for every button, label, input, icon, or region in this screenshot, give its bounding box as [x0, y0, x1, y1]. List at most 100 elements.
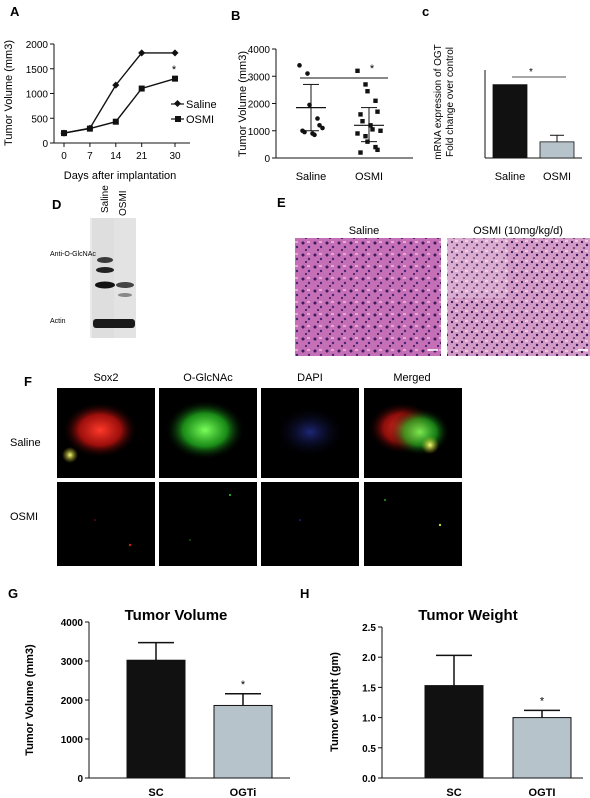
- panel-b-annotation: *: [370, 63, 375, 75]
- panel-g-ytick-label: 2000: [61, 696, 84, 707]
- panel-a-ylabel: Tumor Volume (mm3): [3, 40, 15, 146]
- if-signal-saline-oglcnac: [165, 400, 245, 460]
- if-col-label-oglcnac: O-GlcNAc: [183, 372, 233, 384]
- panel-d-western-blot: Saline OSMI Anti-O-GlcNAc Actin: [50, 185, 136, 338]
- panel-b-category-label: Saline: [296, 171, 327, 183]
- panel-g-annotation: *: [241, 679, 246, 691]
- lane-label-saline: Saline: [100, 185, 111, 213]
- panel-h-ytick-label: 1.5: [362, 683, 376, 694]
- panel-b-point-saline: [317, 123, 322, 128]
- panel-letter-e: E: [277, 195, 286, 210]
- panel-g-bar-chart: Tumor Volume Tumor Volume (mm3) 0 1000 200…: [24, 607, 290, 798]
- panel-a-ytick-label: 500: [31, 114, 48, 125]
- panel-b-dot-plot: Tumor Volume (mm3) * 0 1000 2000 3000 4000 Sa…: [237, 45, 413, 183]
- panel-h-ytick-label: 2.5: [362, 623, 376, 634]
- if-signal-saline-sox2-spot: [62, 447, 78, 463]
- panel-h-bar-ogti: [512, 717, 572, 779]
- panel-g-category-label: OGTi: [230, 787, 257, 798]
- panel-letter-d: D: [52, 197, 61, 212]
- panel-a-point-osmi: [86, 125, 93, 132]
- panel-letter-b: B: [231, 8, 240, 23]
- if-row-label-osmi: OSMI: [10, 511, 38, 523]
- panel-b-point-osmi: [358, 112, 363, 117]
- panel-letter-a: A: [10, 4, 20, 19]
- panel-a-xtick-label: 0: [61, 151, 67, 162]
- blot-label-anti-oglcnac: Anti-O-GlcNAc: [50, 251, 96, 258]
- if-image-osmi-merged: [364, 482, 462, 566]
- panel-c-plot: Saline OSMI: [492, 84, 575, 183]
- panel-a-point-saline: [171, 49, 179, 57]
- panel-a-point-saline: [112, 81, 120, 89]
- panel-g-ytick-label: 0: [77, 774, 83, 785]
- panel-h-ytick-label: 2.0: [362, 653, 376, 664]
- if-speck-osmi-oglcnac-2: [189, 539, 191, 541]
- panel-b-ylabel: Tumor Volume (mm3): [237, 51, 249, 157]
- panel-h-bar-chart: Tumor Weight Tumor Weight (gm) 0.0 0.5 1.0…: [329, 607, 583, 798]
- panel-g-title: Tumor Volume: [125, 607, 228, 624]
- panel-a-point-osmi: [61, 130, 67, 137]
- panel-g-ytick-label: 3000: [61, 657, 84, 668]
- panel-b-point-osmi: [360, 119, 365, 124]
- panel-g-bar-sc: [126, 659, 186, 779]
- panel-h-annotation: *: [540, 695, 545, 707]
- panel-b-point-saline: [312, 132, 317, 138]
- panel-h-ytick-label: 0.0: [362, 774, 376, 785]
- blot-lane-osmi: [114, 218, 136, 338]
- legend-label-saline: Saline: [186, 99, 217, 111]
- histology-image-saline: [295, 238, 441, 356]
- panel-c-ylabel-line-1: mRNA expression of OGT: [433, 44, 444, 160]
- panel-b-point-osmi: [378, 128, 383, 133]
- blot-band-saline-2: [96, 267, 114, 273]
- panel-a-ytick-label: 1000: [26, 90, 49, 101]
- panel-h-title: Tumor Weight: [418, 607, 517, 624]
- panel-a-xtick-label: 14: [110, 151, 122, 162]
- panel-c-ylabel-line-2: Fold change over control: [445, 47, 456, 157]
- if-image-osmi-oglcnac: [159, 482, 257, 566]
- blot-label-actin: Actin: [50, 318, 66, 325]
- panel-a-series-line-saline: [63, 52, 175, 134]
- histology-image-osmi: [447, 238, 590, 356]
- panel-h-plot: 0.0 0.5 1.0 1.5 2.0 2.5 SC OGTI *: [362, 623, 572, 798]
- panel-letter-h: H: [300, 586, 309, 601]
- legend-label-osmi: OSMI: [186, 114, 214, 126]
- blot-band-osmi-1: [116, 282, 134, 288]
- blot-band-osmi-2: [118, 293, 132, 297]
- panel-h-category-label: OGTI: [529, 787, 556, 798]
- panel-letter-f: F: [24, 374, 32, 389]
- panel-b-point-osmi: [370, 127, 375, 132]
- panel-a-point-osmi: [138, 85, 145, 92]
- panel-letter-c: c: [422, 4, 429, 19]
- if-signal-saline-merged-yellow: [421, 436, 439, 454]
- panel-b-point-saline: [305, 71, 310, 76]
- legend-marker-osmi: [175, 116, 181, 122]
- panel-b-point-saline: [320, 125, 325, 131]
- panel-f-immunofluorescence: Sox2 O-GlcNAc DAPI Merged Saline OSMI: [10, 372, 462, 566]
- panel-a-xtick-label: 21: [136, 151, 148, 162]
- panel-b-point-saline: [315, 116, 320, 121]
- panel-c-bar-saline: [492, 84, 528, 159]
- if-col-label-sox2: Sox2: [93, 372, 118, 384]
- panel-a-annotation: *: [172, 64, 177, 76]
- panel-b-point-osmi: [375, 109, 380, 114]
- panel-g-category-label: SC: [148, 787, 163, 798]
- panel-h-ytick-label: 1.0: [362, 714, 376, 725]
- panel-b-category-label: OSMI: [355, 171, 383, 183]
- if-speck-osmi-sox2-2: [94, 519, 96, 521]
- panel-a-ytick-label: 2000: [26, 40, 49, 51]
- panel-a-line-chart: Tumor Volume (mm3) Days after implantati…: [3, 40, 217, 182]
- histology-necrotic-area: [447, 238, 507, 298]
- if-signal-saline-merged-green: [390, 408, 450, 456]
- if-signal-saline-dapi: [274, 406, 346, 458]
- panel-b-ytick-label: 2000: [248, 100, 271, 111]
- panel-g-bar-ogti: [213, 704, 273, 779]
- panel-letter-g: G: [8, 586, 18, 601]
- if-speck-osmi-merged: [438, 523, 442, 527]
- panel-b-plot: 0 1000 2000 3000 4000 Saline OSMI: [248, 45, 384, 183]
- blot-lane-saline: [92, 218, 114, 338]
- panel-g-ytick-label: 1000: [61, 735, 84, 746]
- panel-c-bar-chart: mRNA expression of OGT Fold change over …: [433, 44, 582, 183]
- panel-h-category-label: SC: [446, 787, 461, 798]
- blot-band-saline-1: [97, 257, 113, 263]
- panel-a-series-line-osmi: [63, 78, 176, 134]
